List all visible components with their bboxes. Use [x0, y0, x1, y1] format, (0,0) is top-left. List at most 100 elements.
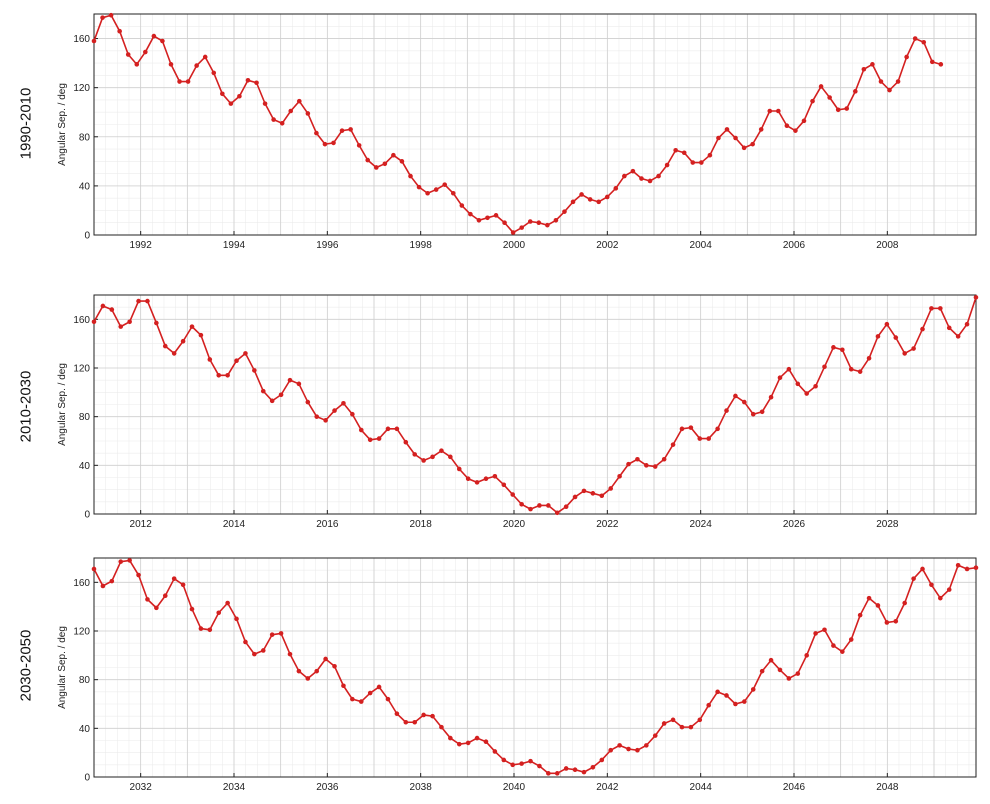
data-point [929, 582, 934, 588]
data-point [661, 456, 667, 462]
data-point [630, 168, 636, 174]
data-point [884, 321, 890, 327]
data-point [596, 199, 601, 205]
data-point [590, 491, 596, 496]
data-point [262, 101, 268, 106]
data-point [587, 197, 593, 202]
data-point [608, 486, 614, 491]
data-point [416, 184, 422, 190]
data-point [724, 408, 729, 413]
data-point [795, 671, 801, 676]
data-point [474, 480, 480, 485]
data-point [225, 600, 230, 606]
y-tick-label: 80 [79, 412, 91, 423]
minor-grid [93, 557, 976, 778]
x-tick-label: 2022 [596, 519, 619, 530]
data-point [501, 757, 507, 763]
data-point [331, 140, 336, 146]
data-point [519, 761, 524, 766]
data-point [784, 123, 790, 129]
data-point [134, 62, 140, 67]
data-point [679, 426, 685, 432]
data-point [243, 639, 248, 645]
panel-1990-2010: 1990-2010 1992 1994 1996 1998 2000 2002 2004 20… [0, 0, 990, 260]
data-point [439, 724, 444, 730]
data-point [450, 190, 456, 196]
data-point [673, 147, 678, 153]
data-point [716, 135, 721, 141]
data-point [252, 651, 257, 657]
data-point [857, 612, 863, 618]
data-point [647, 178, 653, 184]
x-tick-label: 2026 [783, 519, 806, 530]
data-point [733, 393, 738, 399]
series-line [93, 297, 977, 514]
data-point [884, 620, 890, 625]
data-point [448, 735, 453, 741]
data-point [733, 135, 738, 141]
data-point [652, 733, 658, 738]
data-point [127, 319, 132, 325]
data-point [742, 699, 747, 704]
data-point [768, 394, 774, 400]
x-tick-label: 1996 [316, 240, 339, 251]
data-point [656, 173, 661, 179]
panel-2010-2030: 2010-2030 2012 2014 2016 2018 2020 2022 2024 20… [0, 282, 990, 542]
data-point [813, 631, 818, 636]
data-point [617, 473, 622, 479]
data-point [476, 217, 482, 223]
chart-2030-2050: 2032 2034 2036 2038 2040 2042 2044 2046 2048 0 40 8… [57, 557, 979, 793]
data-point [759, 409, 765, 415]
data-point [502, 220, 507, 226]
data-point [617, 743, 622, 748]
data-point [448, 454, 453, 460]
data-point [715, 426, 720, 432]
data-point [861, 66, 867, 72]
data-point [376, 436, 382, 441]
data-point [688, 724, 694, 730]
data-point [323, 656, 328, 662]
data-point [279, 120, 285, 126]
data-point [536, 220, 542, 226]
y-tick-label: 40 [79, 461, 91, 472]
data-point [245, 78, 251, 83]
data-point [171, 351, 177, 356]
data-point [679, 724, 685, 730]
x-tick-label: 2032 [130, 782, 153, 793]
data-point [758, 127, 764, 132]
data-point [220, 91, 225, 97]
data-point [801, 118, 807, 124]
data-point [510, 762, 516, 768]
y-tick-label: 0 [84, 510, 90, 521]
data-point [777, 667, 783, 673]
data-point [269, 398, 275, 404]
x-tick-label: 2016 [316, 519, 339, 530]
data-point [724, 127, 730, 132]
data-point [465, 476, 471, 482]
data-point [162, 343, 168, 349]
data-point [929, 59, 935, 65]
minor-grid [93, 13, 976, 236]
data-point [946, 587, 952, 592]
data-point [168, 62, 174, 67]
data-point [442, 182, 448, 187]
data-point [439, 448, 444, 454]
data-point [699, 160, 704, 165]
data-point [339, 128, 345, 133]
data-point [412, 719, 418, 725]
data-point [893, 618, 899, 624]
data-point [938, 62, 944, 67]
data-point [350, 411, 355, 417]
x-tick-label: 2006 [783, 240, 806, 251]
data-point [421, 458, 426, 463]
y-axis: 0 40 80 120 160 [73, 578, 98, 784]
data-point [456, 466, 462, 472]
chart-1990-2010: 1992 1994 1996 1998 2000 2002 2004 2006 2008 0 40 8… [57, 12, 977, 251]
y-tick-label: 160 [73, 34, 90, 45]
data-point [91, 566, 97, 572]
data-point [202, 54, 208, 60]
data-point [154, 320, 159, 326]
data-point [786, 676, 792, 681]
x-tick-label: 2028 [876, 519, 899, 530]
y-axis-title: Angular Sep. / deg [57, 626, 68, 709]
